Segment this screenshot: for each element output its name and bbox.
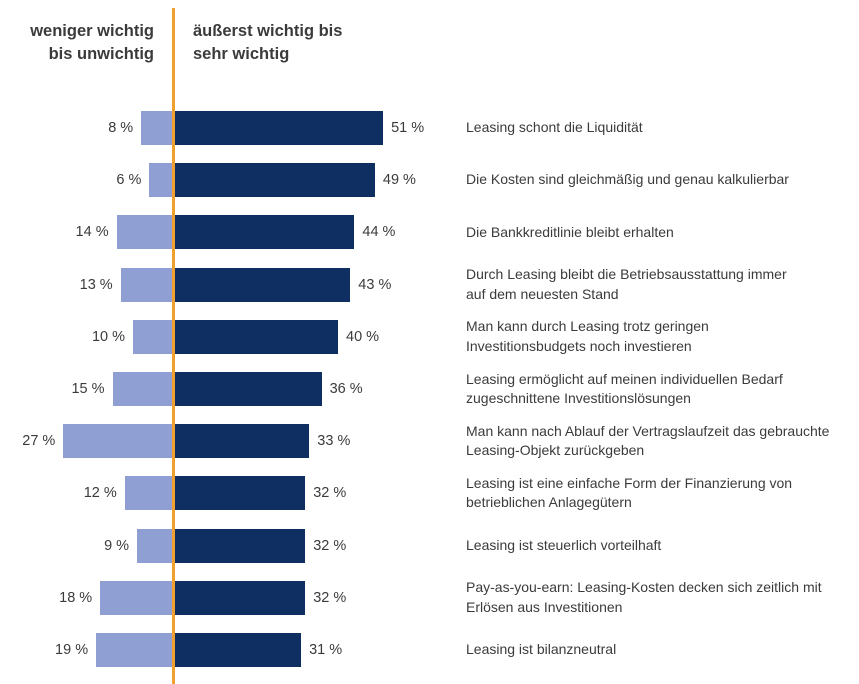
value-label-negative: 19 % bbox=[55, 642, 89, 658]
category-label: Die Kosten sind gleichmäßig und genau ka… bbox=[466, 158, 858, 202]
bar-negative bbox=[124, 476, 174, 511]
bar-negative bbox=[100, 580, 174, 615]
category-label: Die Bankkreditlinie bleibt erhalten bbox=[466, 210, 858, 254]
category-label-line: Die Kosten sind gleichmäßig und genau ka… bbox=[466, 171, 789, 188]
value-label-positive: 49 % bbox=[382, 172, 416, 189]
bar-negative bbox=[133, 319, 174, 354]
category-label: Man kann durch Leasing trotz geringen Inv… bbox=[466, 315, 858, 359]
value-label-negative: 13 % bbox=[79, 276, 113, 293]
category-label-text: Leasing ist eine einfache Form der Finan… bbox=[466, 474, 792, 513]
category-label-line: Leasing ist steuerlich vorteilhaft bbox=[466, 536, 662, 553]
category-label-text: Die Kosten sind gleichmäßig und genau ka… bbox=[466, 170, 789, 190]
bar-positive bbox=[174, 267, 351, 302]
category-label-text: Die Bankkreditlinie bleibt erhalten bbox=[466, 223, 674, 243]
category-label-text: Man kann durch Leasing trotz geringen Inv… bbox=[466, 317, 709, 356]
bar-positive bbox=[174, 633, 302, 667]
value-label-negative: 10 % bbox=[91, 328, 125, 345]
bar-negative bbox=[149, 163, 174, 198]
bar-positive bbox=[174, 580, 306, 615]
value-label-negative: 14 % bbox=[75, 224, 109, 241]
value-label-negative: 9 % bbox=[104, 537, 130, 554]
category-label-line: Erlösen aus Investitionen bbox=[466, 598, 623, 615]
value-label-positive: 51 % bbox=[391, 120, 425, 136]
category-label-line: Durch Leasing bleibt die Betriebsausstat… bbox=[466, 266, 787, 283]
category-label-text: Leasing schont die Liquidität bbox=[466, 118, 643, 138]
right-header: äußerst wichtig bis sehr wichtig bbox=[193, 20, 393, 66]
bar-positive bbox=[174, 424, 310, 459]
bar-positive bbox=[174, 215, 355, 250]
bar-positive bbox=[174, 476, 306, 511]
center-axis-line bbox=[172, 8, 175, 684]
value-label-negative: 8 % bbox=[108, 120, 134, 136]
bar-negative bbox=[116, 215, 174, 250]
bar-negative bbox=[112, 372, 174, 406]
category-label: Pay-as-you-earn: Leasing-Kosten decken s… bbox=[466, 576, 858, 620]
value-label-positive: 32 % bbox=[313, 537, 347, 554]
category-label-text: Man kann nach Ablauf der Vertragslaufzei… bbox=[466, 422, 829, 461]
value-label-positive: 44 % bbox=[362, 224, 396, 241]
value-label-positive: 36 % bbox=[329, 381, 363, 397]
bar-positive bbox=[174, 528, 306, 563]
bar-positive bbox=[174, 372, 322, 406]
category-label: Leasing ermöglicht auf meinen individuel… bbox=[466, 367, 858, 411]
value-label-negative: 18 % bbox=[59, 589, 93, 606]
category-label-text: Pay-as-you-earn: Leasing-Kosten decken s… bbox=[466, 578, 822, 617]
category-label-line: Leasing ermöglicht auf meinen individuel… bbox=[466, 370, 783, 387]
value-label-positive: 32 % bbox=[313, 485, 347, 502]
category-label-line: auf dem neuesten Stand bbox=[466, 285, 619, 302]
bar-negative bbox=[120, 267, 174, 302]
category-label-text: Durch Leasing bleibt die Betriebsausstat… bbox=[466, 265, 787, 304]
value-label-negative: 15 % bbox=[71, 381, 105, 397]
value-label-positive: 33 % bbox=[317, 433, 351, 450]
category-label-line: Pay-as-you-earn: Leasing-Kosten decken s… bbox=[466, 579, 822, 596]
category-label-line: Leasing ist bilanzneutral bbox=[466, 641, 617, 658]
value-label-positive: 32 % bbox=[313, 589, 347, 606]
bar-positive bbox=[174, 111, 384, 145]
value-label-negative: 27 % bbox=[22, 433, 56, 450]
value-label-positive: 31 % bbox=[309, 642, 343, 658]
bar-negative bbox=[137, 528, 174, 563]
right-header-line-1: äußerst wichtig bis bbox=[193, 22, 343, 40]
left-header: weniger wichtig bis unwichtig bbox=[10, 20, 154, 66]
bar-positive bbox=[174, 163, 375, 198]
category-label-line: Man kann nach Ablauf der Vertragslaufzei… bbox=[466, 422, 830, 439]
category-label-line: Die Bankkreditlinie bleibt erhalten bbox=[466, 223, 674, 240]
bar-negative bbox=[96, 633, 174, 667]
value-label-negative: 12 % bbox=[83, 485, 117, 502]
left-header-line-2: bis unwichtig bbox=[48, 45, 154, 63]
category-label: Man kann nach Ablauf der Vertragslaufzei… bbox=[466, 419, 858, 463]
category-label-text: Leasing ermöglicht auf meinen individuel… bbox=[466, 370, 783, 409]
bar-negative bbox=[141, 111, 174, 145]
bar-positive bbox=[174, 319, 338, 354]
category-label: Leasing ist steuerlich vorteilhaft bbox=[466, 524, 858, 568]
right-header-line-2: sehr wichtig bbox=[193, 45, 290, 63]
category-label-line: Leasing-Objekt zurückgeben bbox=[466, 442, 645, 459]
category-label-line: Investitionsbudgets noch investieren bbox=[466, 337, 692, 354]
category-label: Leasing schont die Liquidität bbox=[466, 106, 858, 150]
category-label: Leasing ist bilanzneutral bbox=[466, 628, 858, 672]
category-label: Leasing ist eine einfache Form der Finan… bbox=[466, 471, 858, 515]
category-label: Durch Leasing bleibt die Betriebsausstat… bbox=[466, 263, 858, 307]
category-label-line: zugeschnittene Investitionslösungen bbox=[466, 390, 691, 406]
bar-negative bbox=[63, 424, 174, 459]
category-label-line: Leasing schont die Liquidität bbox=[466, 119, 643, 136]
left-header-line-1: weniger wichtig bbox=[30, 22, 154, 40]
category-label-text: Leasing ist bilanzneutral bbox=[466, 640, 616, 660]
category-label-line: Man kann durch Leasing trotz geringen bbox=[466, 318, 709, 335]
value-label-positive: 43 % bbox=[358, 276, 392, 293]
category-label-line: betrieblichen Anlagegütern bbox=[466, 494, 632, 511]
value-label-positive: 40 % bbox=[346, 328, 380, 345]
category-label-text: Leasing ist steuerlich vorteilhaft bbox=[466, 536, 661, 556]
category-label-line: Leasing ist eine einfache Form der Finan… bbox=[466, 474, 793, 491]
value-label-negative: 6 % bbox=[116, 172, 142, 189]
